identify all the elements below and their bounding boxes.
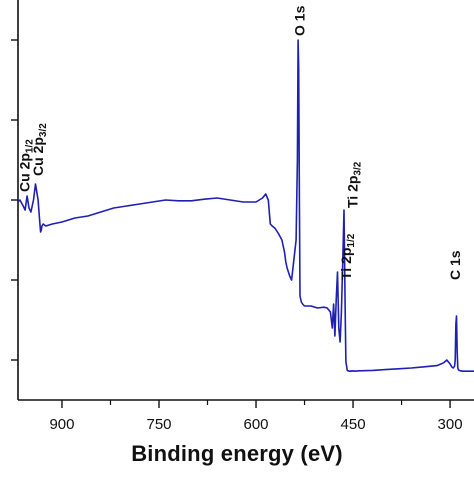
x-tick-label: 750 bbox=[146, 416, 171, 433]
peak-label: O 1s bbox=[291, 5, 307, 36]
peak-label: Ti 2p1/2 bbox=[338, 233, 357, 280]
peak-label: C 1s bbox=[447, 250, 463, 280]
spectrum-line bbox=[17, 39, 474, 372]
x-tick-label: 600 bbox=[244, 416, 269, 433]
peak-label: Cu 2p1/2 bbox=[17, 139, 36, 192]
peak-label: Ti 2p3/2 bbox=[344, 161, 363, 208]
peak-label: Cu 2p3/2 bbox=[30, 123, 49, 176]
x-tick-label: 300 bbox=[438, 416, 463, 433]
x-axis-label: Binding energy (eV) bbox=[131, 441, 343, 466]
x-tick-label: 900 bbox=[49, 416, 74, 433]
x-tick-label: 450 bbox=[341, 416, 366, 433]
